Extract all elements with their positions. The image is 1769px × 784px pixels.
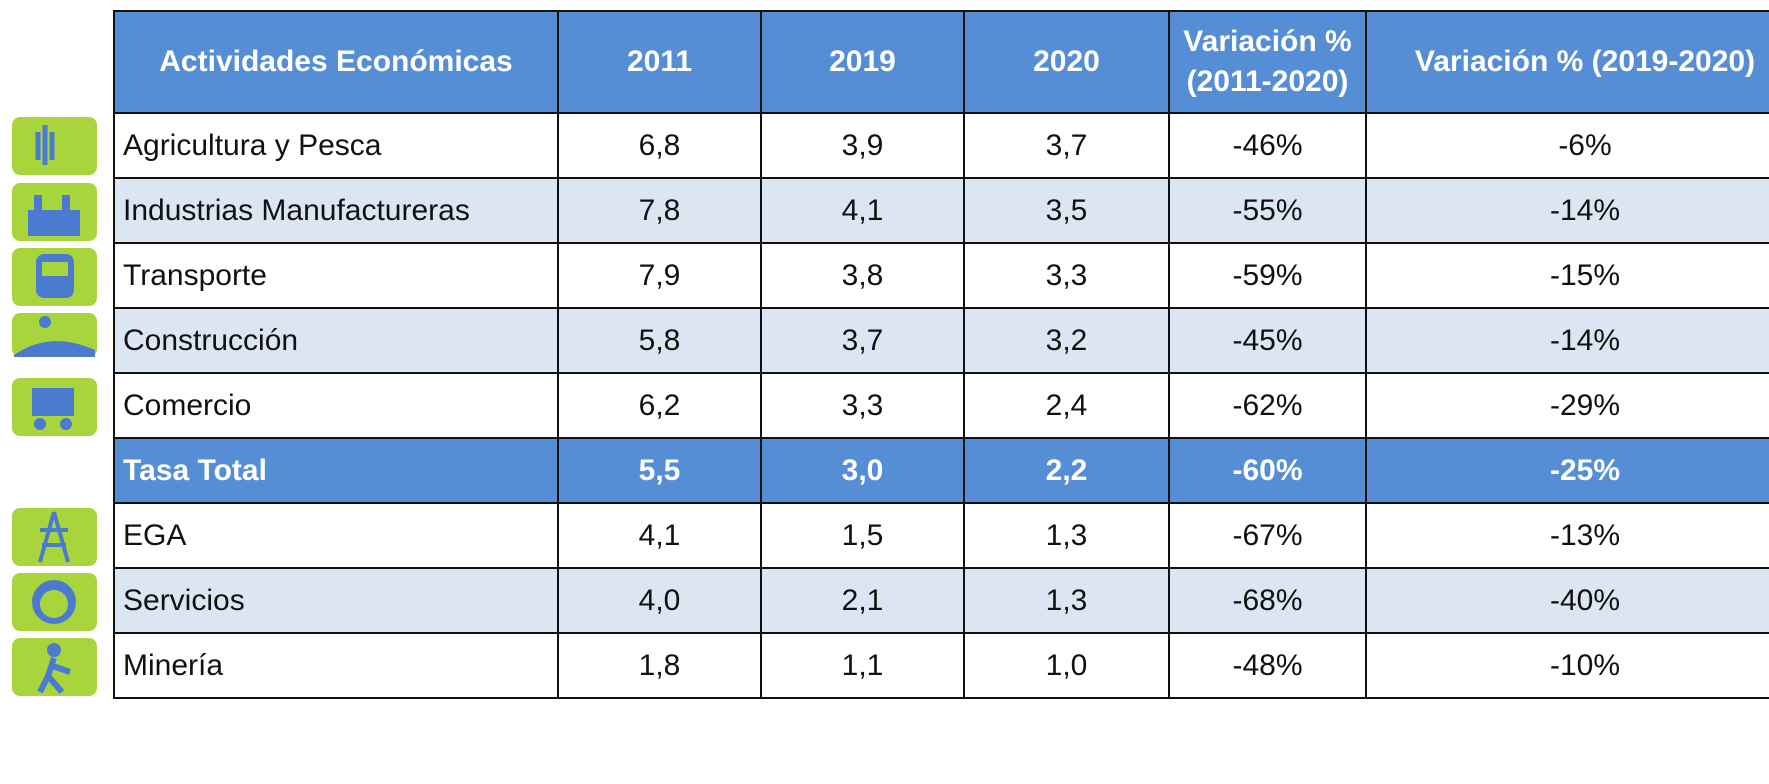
header-cell: 2011 xyxy=(557,10,762,114)
icon-commerce xyxy=(12,378,97,436)
cell: 5,8 xyxy=(557,307,762,374)
cell: -15% xyxy=(1365,242,1769,309)
row-label: Agricultura y Pesca xyxy=(113,112,559,179)
icons xyxy=(12,117,97,696)
cell: 1,0 xyxy=(963,632,1170,699)
header-row: Actividades Económicas 2011 2019 2020 Variac… xyxy=(113,10,1769,114)
cell: 4,1 xyxy=(557,502,762,569)
data-table: Actividades Económicas 2011 2019 2020 Variac… xyxy=(113,10,1769,699)
cell: 3,3 xyxy=(963,242,1170,309)
cell: 6,8 xyxy=(557,112,762,179)
cell: 2,2 xyxy=(963,437,1170,504)
cell: -10% xyxy=(1365,632,1769,699)
cell: 2,1 xyxy=(760,567,965,634)
cell: -13% xyxy=(1365,502,1769,569)
table-row: Comercio 6,2 3,3 2,4 -62% -29% xyxy=(113,372,1769,439)
icon-mining xyxy=(12,638,97,696)
table-row: Industrias Manufactureras 7,8 4,1 3,5 -55% -1… xyxy=(113,177,1769,244)
cell: 3,9 xyxy=(760,112,965,179)
cell: 3,5 xyxy=(963,177,1170,244)
cell: 5,5 xyxy=(557,437,762,504)
table-row: Construcción 5,8 3,7 3,2 -45% -14% xyxy=(113,307,1769,374)
cell: -48% xyxy=(1168,632,1367,699)
cell: 7,9 xyxy=(557,242,762,309)
row-label: Servicios xyxy=(113,567,559,634)
row-label: Tasa Total xyxy=(113,437,559,504)
row-label: Transporte xyxy=(113,242,559,309)
total-row: Tasa Total 5,5 3,0 2,2 -60% -25% xyxy=(113,437,1769,504)
icon-energy xyxy=(12,508,97,566)
icon-transport xyxy=(12,248,97,306)
header-cell: Variación % (2019-2020) xyxy=(1365,10,1769,114)
cell: -40% xyxy=(1365,567,1769,634)
row-label: Minería xyxy=(113,632,559,699)
table-row: Transporte 7,9 3,8 3,3 -59% -15% xyxy=(113,242,1769,309)
table-row: Agricultura y Pesca 6,8 3,9 3,7 -46% -6% xyxy=(113,112,1769,179)
cell: -14% xyxy=(1365,307,1769,374)
icon-construction xyxy=(12,313,97,357)
row-label: Construcción xyxy=(113,307,559,374)
cell: -29% xyxy=(1365,372,1769,439)
cell: 1,3 xyxy=(963,502,1170,569)
cell: -25% xyxy=(1365,437,1769,504)
cell: -60% xyxy=(1168,437,1367,504)
cell: -62% xyxy=(1168,372,1367,439)
cell: 1,3 xyxy=(963,567,1170,634)
row-label: Comercio xyxy=(113,372,559,439)
header-cell: Variación % (2011-2020) xyxy=(1168,10,1367,114)
cell: -46% xyxy=(1168,112,1367,179)
cell: 3,7 xyxy=(760,307,965,374)
table-row: EGA 4,1 1,5 1,3 -67% -13% xyxy=(113,502,1769,569)
table-row: Minería 1,8 1,1 1,0 -48% -10% xyxy=(113,632,1769,699)
cell: -45% xyxy=(1168,307,1367,374)
icon-services xyxy=(12,573,97,631)
cell: 1,5 xyxy=(760,502,965,569)
table-row: Servicios 4,0 2,1 1,3 -68% -40% xyxy=(113,567,1769,634)
header-cell: 2019 xyxy=(760,10,965,114)
cell: -67% xyxy=(1168,502,1367,569)
cell: 2,4 xyxy=(963,372,1170,439)
cell: -14% xyxy=(1365,177,1769,244)
icon-agriculture xyxy=(12,117,97,175)
cell: -6% xyxy=(1365,112,1769,179)
row-label: Industrias Manufactureras xyxy=(113,177,559,244)
cell: 3,0 xyxy=(760,437,965,504)
cell: 6,2 xyxy=(557,372,762,439)
cell: -55% xyxy=(1168,177,1367,244)
row-label: EGA xyxy=(113,502,559,569)
cell: 3,7 xyxy=(963,112,1170,179)
cell: 3,3 xyxy=(760,372,965,439)
table-body: Agricultura y Pesca 6,8 3,9 3,7 -46% -6% Indus… xyxy=(113,112,1769,699)
cell: -68% xyxy=(1168,567,1367,634)
icon-industry xyxy=(12,183,97,241)
cell: 4,1 xyxy=(760,177,965,244)
cell: 7,8 xyxy=(557,177,762,244)
header-cell: 2020 xyxy=(963,10,1170,114)
cell: -59% xyxy=(1168,242,1367,309)
cell: 4,0 xyxy=(557,567,762,634)
header-cell: Actividades Económicas xyxy=(113,10,559,114)
cell: 1,1 xyxy=(760,632,965,699)
cell: 3,2 xyxy=(963,307,1170,374)
cell: 1,8 xyxy=(557,632,762,699)
cell: 3,8 xyxy=(760,242,965,309)
